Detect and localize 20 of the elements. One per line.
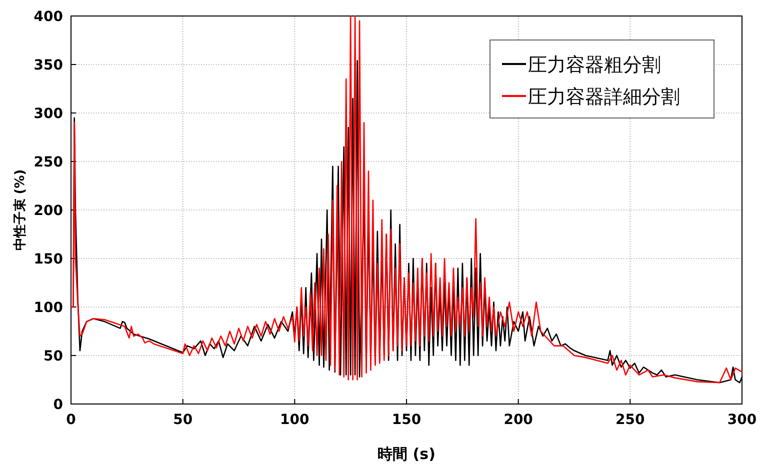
y-tick-label: 0 bbox=[53, 397, 64, 413]
x-tick-label: 200 bbox=[504, 412, 534, 428]
legend-label: 圧力容器詳細分割 bbox=[528, 86, 680, 108]
x-tick-label: 0 bbox=[66, 412, 76, 428]
legend-label: 圧力容器粗分割 bbox=[528, 54, 661, 76]
y-tick-label: 250 bbox=[34, 154, 64, 170]
x-tick-label: 250 bbox=[616, 412, 646, 428]
y-tick-label: 150 bbox=[34, 252, 64, 268]
x-axis-title: 時間 (s) bbox=[378, 445, 436, 463]
y-tick-label: 100 bbox=[34, 300, 64, 316]
y-tick-label: 350 bbox=[34, 58, 64, 74]
y-tick-label: 200 bbox=[34, 203, 64, 219]
y-tick-label: 400 bbox=[34, 9, 64, 25]
y-tick-label: 50 bbox=[44, 348, 64, 364]
y-tick-label: 300 bbox=[34, 106, 64, 122]
x-tick-label: 300 bbox=[727, 412, 757, 428]
x-tick-label: 50 bbox=[173, 412, 193, 428]
x-tick-label: 100 bbox=[280, 412, 310, 428]
y-axis-title: 中性子束 (%) bbox=[13, 169, 28, 251]
x-tick-label: 150 bbox=[392, 412, 422, 428]
